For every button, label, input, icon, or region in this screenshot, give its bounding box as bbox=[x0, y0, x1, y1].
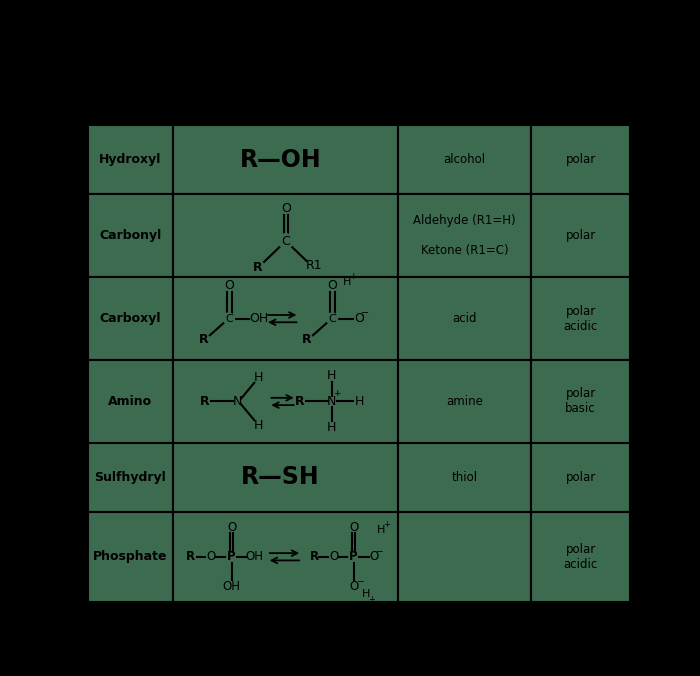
Bar bbox=[88, 277, 173, 360]
Text: H: H bbox=[254, 419, 263, 433]
Text: OH: OH bbox=[246, 550, 264, 563]
Text: polar
acidic: polar acidic bbox=[564, 305, 598, 333]
Text: O: O bbox=[349, 521, 358, 533]
Text: polar: polar bbox=[566, 229, 596, 242]
Text: R: R bbox=[186, 550, 195, 563]
Text: −: − bbox=[361, 308, 369, 318]
Text: +: + bbox=[368, 595, 375, 604]
Text: H: H bbox=[343, 277, 351, 287]
Text: H: H bbox=[362, 589, 370, 599]
Text: O: O bbox=[227, 521, 236, 533]
Text: C: C bbox=[225, 314, 232, 324]
Text: amine: amine bbox=[447, 395, 483, 408]
Text: O: O bbox=[369, 550, 378, 563]
Text: R: R bbox=[302, 333, 312, 347]
Text: Aldehyde (R1=H)

Ketone (R1=C): Aldehyde (R1=H) Ketone (R1=C) bbox=[414, 214, 516, 258]
Text: OH: OH bbox=[223, 580, 241, 593]
Bar bbox=[173, 277, 398, 360]
Text: polar
acidic: polar acidic bbox=[564, 543, 598, 571]
Text: −: − bbox=[356, 576, 363, 585]
Bar bbox=[398, 195, 531, 277]
Bar bbox=[531, 125, 630, 195]
Text: R: R bbox=[253, 260, 262, 274]
Text: thiol: thiol bbox=[452, 471, 478, 484]
Text: Carbonyl: Carbonyl bbox=[99, 229, 162, 242]
Text: H: H bbox=[327, 369, 337, 382]
Bar bbox=[173, 195, 398, 277]
Text: R: R bbox=[309, 550, 318, 563]
Text: O: O bbox=[225, 279, 235, 292]
Text: R: R bbox=[295, 395, 304, 408]
Text: R: R bbox=[199, 333, 209, 347]
Text: alcohol: alcohol bbox=[444, 153, 486, 166]
Bar bbox=[531, 360, 630, 443]
Text: polar: polar bbox=[566, 153, 596, 166]
Text: N: N bbox=[232, 395, 241, 408]
Text: Amino: Amino bbox=[108, 395, 153, 408]
Text: Phosphate: Phosphate bbox=[93, 550, 167, 563]
Text: H: H bbox=[377, 525, 386, 535]
Text: +: + bbox=[333, 389, 340, 397]
Bar bbox=[531, 277, 630, 360]
Bar bbox=[531, 443, 630, 512]
Bar bbox=[88, 195, 173, 277]
Bar bbox=[173, 443, 398, 512]
Text: polar
basic: polar basic bbox=[566, 387, 596, 416]
Text: OH: OH bbox=[250, 312, 269, 325]
Bar bbox=[398, 443, 531, 512]
Bar bbox=[173, 125, 398, 195]
Text: R1: R1 bbox=[306, 260, 322, 272]
Bar bbox=[398, 125, 531, 195]
Text: +: + bbox=[384, 520, 390, 529]
Bar bbox=[88, 360, 173, 443]
Text: acid: acid bbox=[453, 312, 477, 325]
Bar bbox=[173, 512, 398, 602]
Text: R—OH: R—OH bbox=[239, 148, 321, 172]
Bar bbox=[398, 512, 531, 602]
Bar bbox=[531, 195, 630, 277]
Text: P: P bbox=[228, 550, 236, 563]
Text: H: H bbox=[354, 395, 364, 408]
Text: O: O bbox=[349, 580, 358, 593]
Text: O: O bbox=[354, 312, 364, 325]
Bar bbox=[88, 125, 173, 195]
Text: C: C bbox=[281, 235, 290, 247]
Text: Hydroxyl: Hydroxyl bbox=[99, 153, 162, 166]
Text: C: C bbox=[328, 314, 336, 324]
Text: O: O bbox=[206, 550, 216, 563]
Text: O: O bbox=[329, 550, 338, 563]
Text: −: − bbox=[375, 547, 383, 556]
Text: polar: polar bbox=[566, 471, 596, 484]
Text: H: H bbox=[327, 421, 337, 434]
Bar bbox=[531, 512, 630, 602]
Bar bbox=[88, 443, 173, 512]
Text: Sulfhydryl: Sulfhydryl bbox=[94, 471, 166, 484]
Text: +: + bbox=[349, 272, 356, 281]
Text: N: N bbox=[327, 395, 337, 408]
Bar bbox=[88, 512, 173, 602]
Text: O: O bbox=[328, 279, 337, 292]
Text: Carboxyl: Carboxyl bbox=[99, 312, 161, 325]
Text: O: O bbox=[281, 202, 290, 215]
Text: P: P bbox=[349, 550, 358, 563]
Text: R: R bbox=[199, 395, 209, 408]
Bar bbox=[398, 277, 531, 360]
Text: H: H bbox=[254, 370, 263, 383]
Bar bbox=[173, 360, 398, 443]
Bar bbox=[398, 360, 531, 443]
Text: R—SH: R—SH bbox=[241, 465, 320, 489]
